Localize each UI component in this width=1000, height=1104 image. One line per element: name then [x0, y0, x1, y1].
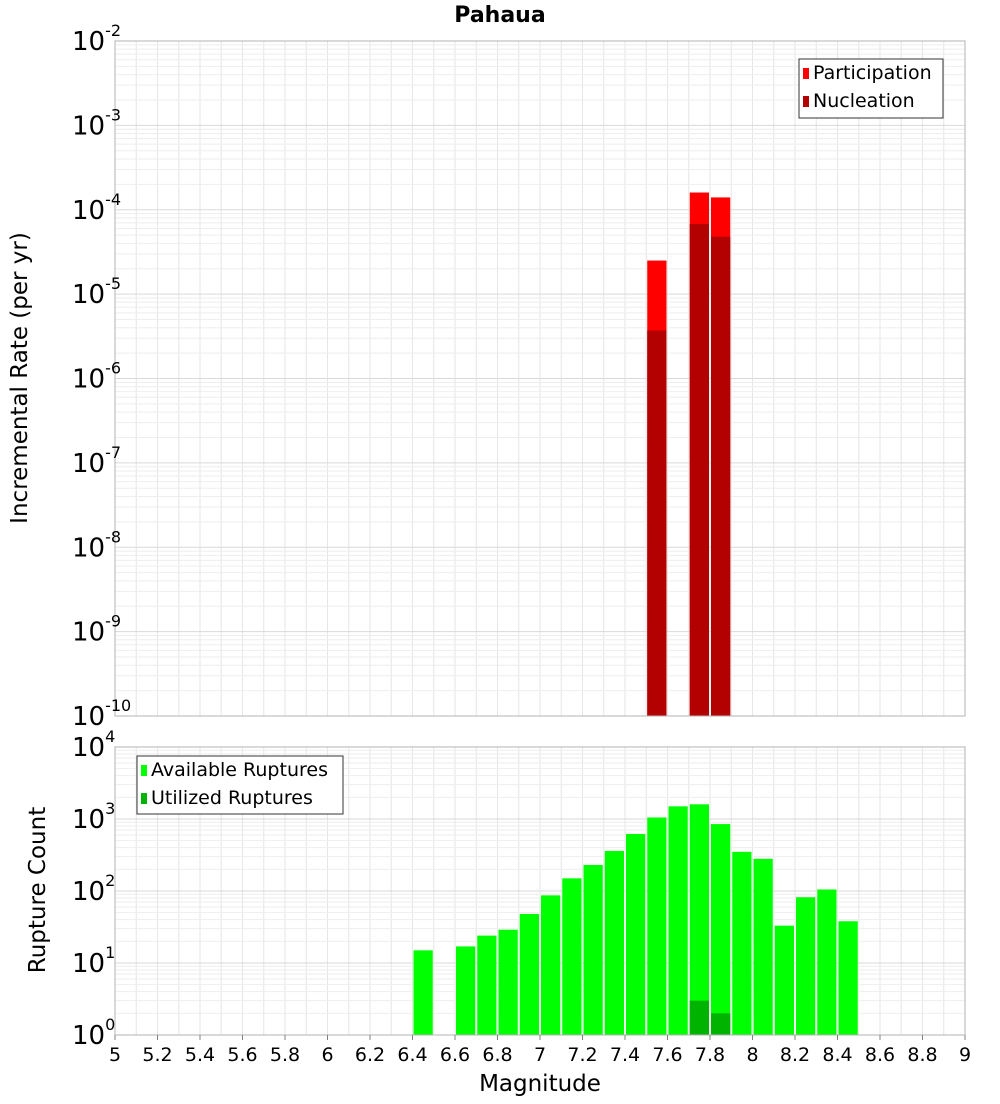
legend-label: Available Ruptures: [151, 759, 328, 781]
bar-available-ruptures: [583, 864, 603, 1035]
bar-utilized-ruptures: [689, 1000, 709, 1035]
bar-available-ruptures: [668, 806, 688, 1035]
bar-available-ruptures: [732, 851, 752, 1035]
legend-swatch: [141, 765, 147, 776]
x-tick-label: 5.8: [270, 1044, 300, 1066]
x-tick-label: 5.6: [227, 1044, 257, 1066]
y-tick-label: 104: [72, 727, 115, 763]
x-tick-label: 5.4: [185, 1044, 215, 1066]
x-tick-label: 6.8: [482, 1044, 512, 1066]
legend-label: Utilized Ruptures: [151, 787, 313, 809]
bar-available-ruptures: [519, 913, 539, 1035]
x-tick-label: 8.6: [865, 1044, 895, 1066]
y-tick-label: 10-3: [72, 105, 121, 141]
x-tick-label: 8.4: [822, 1044, 852, 1066]
x-tick-label: 7.4: [610, 1044, 640, 1066]
bottom-y-axis-label: Rupture Count: [25, 807, 51, 973]
legend-label: Participation: [813, 62, 932, 84]
bar-available-ruptures: [541, 895, 561, 1035]
legend-box: [136, 755, 344, 815]
bar-available-ruptures: [753, 858, 773, 1035]
bar-available-ruptures: [838, 921, 858, 1035]
bar-available-ruptures: [689, 804, 709, 1035]
legend: Participation Nucleation: [798, 58, 944, 119]
legend-swatch: [803, 68, 809, 79]
y-tick-label: 10-7: [72, 443, 121, 479]
y-tick-label: 100: [72, 1015, 115, 1051]
y-tick-label: 102: [72, 871, 115, 907]
legend-swatch: [803, 96, 809, 107]
bar-available-ruptures: [562, 878, 582, 1035]
x-axis-label: Magnitude: [479, 1071, 601, 1097]
y-tick-label: 10-9: [72, 612, 121, 648]
chart-title: Pahaua: [454, 3, 545, 28]
x-tick-label: 9: [959, 1044, 971, 1066]
y-tick-label: 10-2: [72, 21, 121, 57]
bar-available-ruptures: [477, 935, 497, 1035]
legend-swatch: [141, 793, 147, 804]
x-tick-label: 7.8: [695, 1044, 725, 1066]
legend-box: [798, 58, 944, 119]
bar-available-ruptures: [456, 946, 476, 1035]
y-tick-label: 10-5: [72, 274, 121, 310]
top-y-axis-label: Incremental Rate (per yr): [7, 232, 33, 524]
x-tick-label: 8: [746, 1044, 758, 1066]
x-tick-label: 7.6: [652, 1044, 682, 1066]
bar-available-ruptures: [774, 925, 794, 1035]
x-tick-label: 6.2: [355, 1044, 385, 1066]
plot-border: [114, 40, 966, 717]
y-tick-label: 101: [72, 943, 115, 979]
rate-panel: 10-10 10-9 10-8 10-7 10-6 10-5 10-4 10-3 10-2 Par…: [72, 21, 966, 732]
bar-utilized-ruptures: [711, 1013, 731, 1035]
bar-available-ruptures: [817, 889, 837, 1035]
y-tick-label: 10-10: [72, 696, 131, 732]
x-tick-label: 8.8: [907, 1044, 937, 1066]
y-tick-label: 10-4: [72, 190, 121, 226]
x-tick-label: 7: [534, 1044, 546, 1066]
bar-available-ruptures: [498, 929, 518, 1035]
bar-available-ruptures: [626, 833, 646, 1035]
y-tick-label: 10-6: [72, 359, 121, 395]
bar-nucleation: [647, 330, 667, 716]
x-tick-label: 7.2: [567, 1044, 597, 1066]
bar-available-ruptures: [413, 950, 433, 1035]
x-tick-label: 8.2: [780, 1044, 810, 1066]
x-tick-label: 6: [321, 1044, 333, 1066]
bar-nucleation: [689, 223, 709, 716]
x-tick-label: 6.4: [397, 1044, 427, 1066]
y-tick-label: 10-8: [72, 527, 121, 563]
x-tick-label: 6.6: [440, 1044, 470, 1066]
x-tick-label: 5.2: [142, 1044, 172, 1066]
legend: Available Ruptures Utilized Ruptures: [136, 755, 344, 815]
bar-nucleation: [711, 236, 731, 716]
bar-available-ruptures: [711, 824, 731, 1035]
x-tick-label: 5: [109, 1044, 121, 1066]
bar-available-ruptures: [796, 897, 816, 1035]
bar-available-ruptures: [647, 817, 667, 1035]
count-panel: 100 101 102 103 104 5 5.2 5.4 5.6 5.8 6 6.2 6.4 6.6 6.…: [72, 727, 971, 1066]
bar-available-ruptures: [604, 850, 624, 1035]
legend-label: Nucleation: [813, 90, 915, 112]
y-tick-label: 103: [72, 799, 115, 835]
